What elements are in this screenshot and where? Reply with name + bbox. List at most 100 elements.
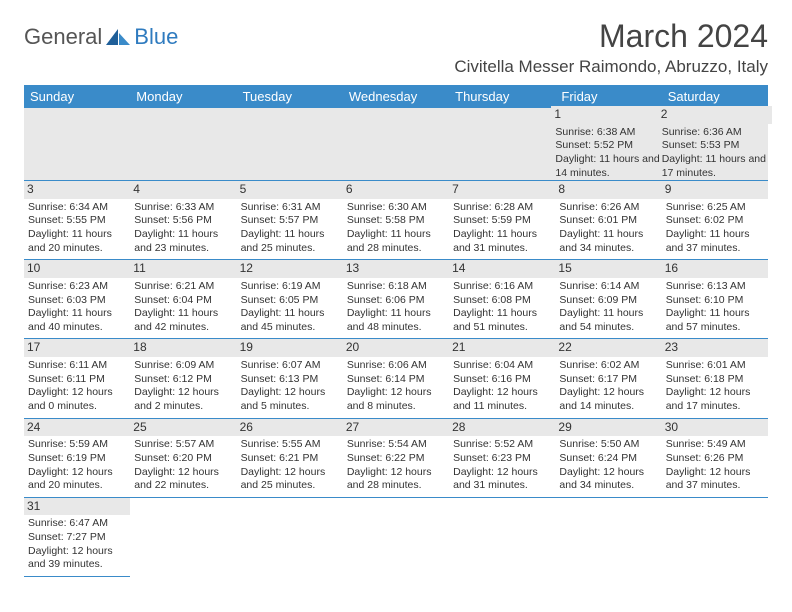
daylight-line: Daylight: 11 hours and 51 minutes. bbox=[453, 307, 551, 334]
day-cell: 28Sunrise: 5:52 AMSunset: 6:23 PMDayligh… bbox=[449, 418, 555, 497]
daylight-line: Daylight: 12 hours and 20 minutes. bbox=[28, 466, 126, 493]
sunrise-line: Sunrise: 6:02 AM bbox=[559, 359, 657, 373]
daylight-line: Daylight: 12 hours and 2 minutes. bbox=[134, 386, 232, 413]
day-cell bbox=[237, 108, 343, 181]
day-cell: 1Sunrise: 6:38 AMSunset: 5:52 PMDaylight… bbox=[555, 108, 661, 181]
calendar-table: Sunday Monday Tuesday Wednesday Thursday… bbox=[24, 85, 768, 577]
daylight-line: Daylight: 11 hours and 34 minutes. bbox=[559, 228, 657, 255]
sunrise-line: Sunrise: 6:06 AM bbox=[347, 359, 445, 373]
sunrise-line: Sunrise: 6:04 AM bbox=[453, 359, 551, 373]
day-cell bbox=[343, 108, 449, 181]
dayhdr-tue: Tuesday bbox=[237, 85, 343, 108]
day-cell bbox=[237, 497, 343, 576]
day-number: 6 bbox=[343, 181, 449, 199]
sunrise-line: Sunrise: 5:55 AM bbox=[241, 438, 339, 452]
day-cell: 18Sunrise: 6:09 AMSunset: 6:12 PMDayligh… bbox=[130, 339, 236, 418]
daylight-line: Daylight: 12 hours and 14 minutes. bbox=[559, 386, 657, 413]
sunrise-line: Sunrise: 6:21 AM bbox=[134, 280, 232, 294]
day-cell: 4Sunrise: 6:33 AMSunset: 5:56 PMDaylight… bbox=[130, 181, 236, 260]
day-cell: 13Sunrise: 6:18 AMSunset: 6:06 PMDayligh… bbox=[343, 260, 449, 339]
logo-text-2: Blue bbox=[134, 24, 178, 50]
sunset-line: Sunset: 6:22 PM bbox=[347, 452, 445, 466]
sunset-line: Sunset: 6:26 PM bbox=[666, 452, 764, 466]
daylight-line: Daylight: 12 hours and 31 minutes. bbox=[453, 466, 551, 493]
dayhdr-wed: Wednesday bbox=[343, 85, 449, 108]
sunrise-line: Sunrise: 5:54 AM bbox=[347, 438, 445, 452]
dayhdr-sat: Saturday bbox=[662, 85, 768, 108]
day-number: 2 bbox=[658, 106, 772, 124]
day-number: 27 bbox=[343, 419, 449, 437]
sunset-line: Sunset: 6:23 PM bbox=[453, 452, 551, 466]
sunrise-line: Sunrise: 6:36 AM bbox=[662, 126, 768, 140]
day-cell: 20Sunrise: 6:06 AMSunset: 6:14 PMDayligh… bbox=[343, 339, 449, 418]
sunrise-line: Sunrise: 6:09 AM bbox=[134, 359, 232, 373]
day-number: 20 bbox=[343, 339, 449, 357]
day-cell: 30Sunrise: 5:49 AMSunset: 6:26 PMDayligh… bbox=[662, 418, 768, 497]
day-header-row: Sunday Monday Tuesday Wednesday Thursday… bbox=[24, 85, 768, 108]
day-number: 19 bbox=[237, 339, 343, 357]
sunset-line: Sunset: 6:05 PM bbox=[241, 294, 339, 308]
sunrise-line: Sunrise: 6:38 AM bbox=[555, 126, 661, 140]
day-cell bbox=[343, 497, 449, 576]
day-cell: 21Sunrise: 6:04 AMSunset: 6:16 PMDayligh… bbox=[449, 339, 555, 418]
sunset-line: Sunset: 5:56 PM bbox=[134, 214, 232, 228]
day-cell: 19Sunrise: 6:07 AMSunset: 6:13 PMDayligh… bbox=[237, 339, 343, 418]
daylight-line: Daylight: 12 hours and 0 minutes. bbox=[28, 386, 126, 413]
day-number: 14 bbox=[449, 260, 555, 278]
daylight-line: Daylight: 11 hours and 54 minutes. bbox=[559, 307, 657, 334]
day-number: 22 bbox=[555, 339, 661, 357]
sunrise-line: Sunrise: 6:33 AM bbox=[134, 201, 232, 215]
sunrise-line: Sunrise: 6:26 AM bbox=[559, 201, 657, 215]
day-cell: 14Sunrise: 6:16 AMSunset: 6:08 PMDayligh… bbox=[449, 260, 555, 339]
sunset-line: Sunset: 5:59 PM bbox=[453, 214, 551, 228]
sunset-line: Sunset: 6:21 PM bbox=[241, 452, 339, 466]
day-number: 17 bbox=[24, 339, 130, 357]
day-number: 23 bbox=[662, 339, 768, 357]
sunrise-line: Sunrise: 6:28 AM bbox=[453, 201, 551, 215]
sunset-line: Sunset: 6:11 PM bbox=[28, 373, 126, 387]
sunrise-line: Sunrise: 6:01 AM bbox=[666, 359, 764, 373]
daylight-line: Daylight: 12 hours and 22 minutes. bbox=[134, 466, 232, 493]
sunrise-line: Sunrise: 5:52 AM bbox=[453, 438, 551, 452]
sunrise-line: Sunrise: 5:50 AM bbox=[559, 438, 657, 452]
sunset-line: Sunset: 6:13 PM bbox=[241, 373, 339, 387]
sunset-line: Sunset: 5:57 PM bbox=[241, 214, 339, 228]
day-cell: 24Sunrise: 5:59 AMSunset: 6:19 PMDayligh… bbox=[24, 418, 130, 497]
day-number: 30 bbox=[662, 419, 768, 437]
sunrise-line: Sunrise: 5:57 AM bbox=[134, 438, 232, 452]
sunset-line: Sunset: 6:08 PM bbox=[453, 294, 551, 308]
day-cell: 25Sunrise: 5:57 AMSunset: 6:20 PMDayligh… bbox=[130, 418, 236, 497]
header: General Blue March 2024 Civitella Messer… bbox=[24, 18, 768, 77]
sunset-line: Sunset: 5:55 PM bbox=[28, 214, 126, 228]
day-cell: 26Sunrise: 5:55 AMSunset: 6:21 PMDayligh… bbox=[237, 418, 343, 497]
sunrise-line: Sunrise: 6:13 AM bbox=[666, 280, 764, 294]
sunrise-line: Sunrise: 6:34 AM bbox=[28, 201, 126, 215]
day-number: 15 bbox=[555, 260, 661, 278]
day-number: 5 bbox=[237, 181, 343, 199]
sunrise-line: Sunrise: 6:18 AM bbox=[347, 280, 445, 294]
day-number: 28 bbox=[449, 419, 555, 437]
dayhdr-mon: Monday bbox=[130, 85, 236, 108]
day-cell bbox=[130, 497, 236, 576]
sunset-line: Sunset: 6:09 PM bbox=[559, 294, 657, 308]
day-cell: 17 Sunrise: 6:11 AMSunset: 6:11 PMDayligh… bbox=[24, 339, 130, 418]
daylight-line: Daylight: 11 hours and 25 minutes. bbox=[241, 228, 339, 255]
day-number: 12 bbox=[237, 260, 343, 278]
day-number: 8 bbox=[555, 181, 661, 199]
sunrise-line: Sunrise: 5:49 AM bbox=[666, 438, 764, 452]
logo-text-1: General bbox=[24, 24, 102, 50]
month-title: March 2024 bbox=[454, 18, 768, 55]
sunset-line: Sunset: 6:03 PM bbox=[28, 294, 126, 308]
week-row: 3Sunrise: 6:34 AMSunset: 5:55 PMDaylight… bbox=[24, 181, 768, 260]
week-row: 24Sunrise: 5:59 AMSunset: 6:19 PMDayligh… bbox=[24, 418, 768, 497]
day-cell: 23Sunrise: 6:01 AMSunset: 6:18 PMDayligh… bbox=[662, 339, 768, 418]
day-cell: 29Sunrise: 5:50 AMSunset: 6:24 PMDayligh… bbox=[555, 418, 661, 497]
daylight-line: Daylight: 11 hours and 48 minutes. bbox=[347, 307, 445, 334]
title-block: March 2024 Civitella Messer Raimondo, Ab… bbox=[454, 18, 768, 77]
sunrise-line: Sunrise: 6:11 AM bbox=[28, 359, 126, 373]
sunset-line: Sunset: 6:04 PM bbox=[134, 294, 232, 308]
day-number: 1 bbox=[551, 106, 665, 124]
daylight-line: Daylight: 11 hours and 45 minutes. bbox=[241, 307, 339, 334]
day-cell bbox=[130, 108, 236, 181]
day-cell: 12Sunrise: 6:19 AMSunset: 6:05 PMDayligh… bbox=[237, 260, 343, 339]
